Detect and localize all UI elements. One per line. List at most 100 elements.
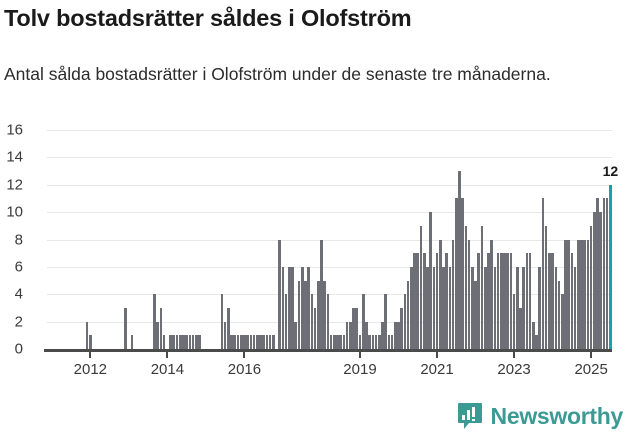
- bar: [413, 253, 416, 349]
- bar: [548, 253, 551, 349]
- bar: [490, 239, 493, 349]
- y-axis-label: 12: [6, 176, 23, 194]
- gridline: [47, 266, 612, 268]
- bar: [570, 253, 574, 349]
- gridline: [47, 212, 612, 214]
- bar: [223, 321, 227, 349]
- bar: [544, 225, 548, 349]
- bar: [429, 212, 432, 349]
- bar: [602, 198, 606, 349]
- bar: [560, 294, 564, 349]
- bar: [493, 266, 497, 349]
- bar: [557, 280, 561, 349]
- bar: [387, 335, 391, 349]
- bar: [589, 225, 593, 349]
- bar: [458, 171, 461, 349]
- bar: [509, 253, 513, 349]
- bar: [384, 294, 387, 349]
- bar: [307, 266, 310, 349]
- bar: [442, 266, 445, 349]
- bar: [538, 266, 542, 349]
- bar: [377, 335, 381, 349]
- bar: [304, 280, 307, 349]
- bar: [400, 307, 404, 349]
- bar: [246, 335, 249, 349]
- page-subtitle: Antal sålda bostadsrätter i Olofström un…: [4, 64, 551, 84]
- bar: [349, 321, 352, 349]
- bar: [576, 239, 580, 349]
- x-axis-label: 2023: [497, 361, 531, 378]
- bar: [361, 294, 365, 349]
- bar: [471, 266, 474, 349]
- x-axis-label: 2021: [420, 361, 454, 378]
- bar: [541, 198, 545, 349]
- bar: [567, 239, 570, 349]
- x-axis-label: 2025: [574, 361, 608, 378]
- bar: [332, 335, 336, 349]
- bar: [272, 335, 275, 349]
- bar: [499, 253, 503, 349]
- x-axis-ticks: 2012 2014 2016 2019 2021 2023 2025: [47, 352, 612, 384]
- footer-branding: Newsworthy: [457, 401, 623, 431]
- bar: [130, 335, 134, 349]
- bar: [487, 253, 490, 349]
- bar: [410, 266, 413, 349]
- bar: [403, 294, 407, 349]
- x-axis-tickmark: [513, 352, 516, 358]
- bar: [474, 280, 477, 349]
- bar: [483, 266, 487, 349]
- bar: [512, 294, 516, 349]
- bar: [467, 239, 471, 349]
- bar: [265, 335, 269, 349]
- highlighted-bar: [609, 184, 612, 349]
- bar: [371, 335, 375, 349]
- bar: [461, 198, 465, 349]
- bar: [252, 335, 256, 349]
- bar: [355, 307, 359, 349]
- y-axis-label: 6: [14, 258, 23, 276]
- y-axis-label: 16: [6, 121, 23, 139]
- bar: [532, 321, 535, 349]
- bar: [551, 253, 554, 349]
- bar: [220, 294, 224, 349]
- bar: [236, 335, 240, 349]
- bar: [390, 335, 394, 349]
- bar: [85, 321, 89, 349]
- bar: [448, 266, 452, 349]
- bar: [294, 321, 298, 349]
- bar: [342, 335, 346, 349]
- bar: [368, 335, 371, 349]
- bar: [239, 335, 243, 349]
- bar: [339, 335, 343, 349]
- bar: [233, 335, 237, 349]
- bar: [262, 335, 265, 349]
- bar: [480, 225, 484, 349]
- bar: [454, 198, 458, 349]
- x-axis-label: 2012: [73, 361, 108, 378]
- bar: [451, 239, 455, 349]
- bar: [156, 321, 160, 349]
- bar: [194, 335, 198, 349]
- bar: [291, 266, 294, 349]
- bar: [185, 335, 188, 349]
- bar: [124, 307, 127, 349]
- bar: [522, 266, 526, 349]
- x-axis-tickmark: [166, 352, 169, 358]
- bar: [191, 335, 195, 349]
- bar: [365, 321, 368, 349]
- bar: [506, 253, 509, 349]
- bar: [426, 266, 429, 349]
- bar: [503, 253, 506, 349]
- bar: [374, 335, 378, 349]
- bar: [281, 266, 285, 349]
- bar: [162, 335, 166, 349]
- bar: [336, 335, 339, 349]
- y-axis-label: 2: [14, 313, 23, 331]
- bar: [464, 225, 468, 349]
- bar: [352, 307, 355, 349]
- gridline: [47, 321, 612, 323]
- bar: [178, 335, 182, 349]
- bar: [297, 280, 301, 349]
- bar: [445, 253, 448, 349]
- bar: [329, 335, 333, 349]
